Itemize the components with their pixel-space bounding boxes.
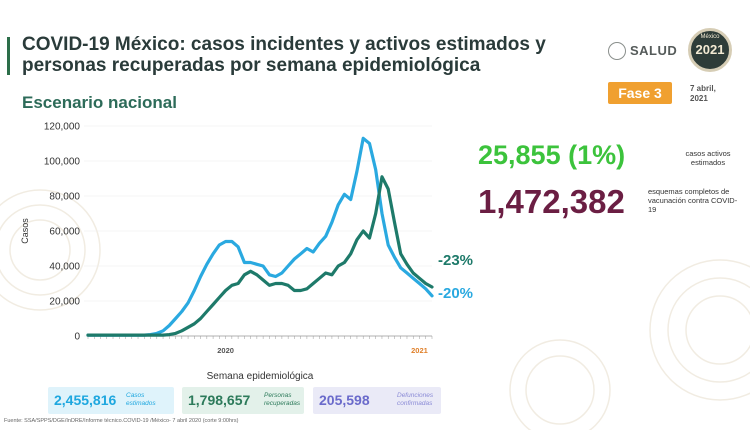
vaccination-value: 1,472,382 xyxy=(478,183,625,220)
deaths-label: Defunciones confirmadas xyxy=(397,392,434,407)
seal-small-text: México xyxy=(700,34,720,40)
series-end-label-1: -20% xyxy=(438,285,473,302)
recovered-label: Personas recuperadas xyxy=(264,392,301,407)
seal-year-text: 2021 xyxy=(695,42,725,57)
y-tick-label: 120,000 xyxy=(44,122,81,133)
y-tick-label: 100,000 xyxy=(44,157,81,168)
page-title: COVID-19 México: casos incidentes y acti… xyxy=(22,34,546,76)
salud-logo-text: SALUD xyxy=(630,43,678,58)
y-tick-label: 40,000 xyxy=(49,262,80,273)
y-tick-label: 0 xyxy=(74,332,80,343)
series-end-label-2: -23% xyxy=(438,252,473,269)
estimated-cases-label: Casos estimados xyxy=(126,392,156,407)
recovered-box: 1,798,657 Personas recuperadas xyxy=(182,387,304,414)
shield-icon xyxy=(608,42,626,60)
active-cases-label: casos activos estimados xyxy=(685,149,731,167)
fase-badge: Fase 3 xyxy=(608,82,672,104)
year-label: 2021 xyxy=(411,346,428,355)
y-axis-title: Casos xyxy=(20,218,30,244)
series-line-1 xyxy=(86,136,434,337)
year-label: 2020 xyxy=(217,346,234,355)
title-accent-bar xyxy=(7,37,10,75)
y-tick-label: 80,000 xyxy=(49,192,80,203)
page-subtitle: Escenario nacional xyxy=(22,93,177,112)
report-date: 7 abril, 2021 xyxy=(690,84,716,103)
cases-line-chart: 0 20,000 40,000 60,000 80,000 100,000 120,000 2… xyxy=(20,122,473,383)
recovered-value: 1,798,657 xyxy=(188,392,251,408)
series-line-2 xyxy=(86,175,434,337)
vaccination-label: esquemas completos de vacunación contra … xyxy=(648,187,738,214)
salud-logo: SALUD xyxy=(608,40,678,62)
y-tick-label: 20,000 xyxy=(49,297,80,308)
active-cases-value: 25,855 (1%) xyxy=(478,140,626,170)
deaths-value: 205,598 xyxy=(319,392,370,408)
deaths-box: 205,598 Defunciones confirmadas xyxy=(313,387,441,414)
estimated-cases-value: 2,455,816 xyxy=(54,392,117,408)
x-axis-title: Semana epidemiológica xyxy=(207,371,314,382)
source-footer: Fuente: SSA/SPPS/DGE/InDRE/Informe técni… xyxy=(4,418,239,424)
estimated-cases-box: 2,455,816 Casos estimados xyxy=(48,387,174,414)
y-tick-label: 60,000 xyxy=(49,227,80,238)
mexico-2021-seal: México 2021 xyxy=(688,28,732,72)
